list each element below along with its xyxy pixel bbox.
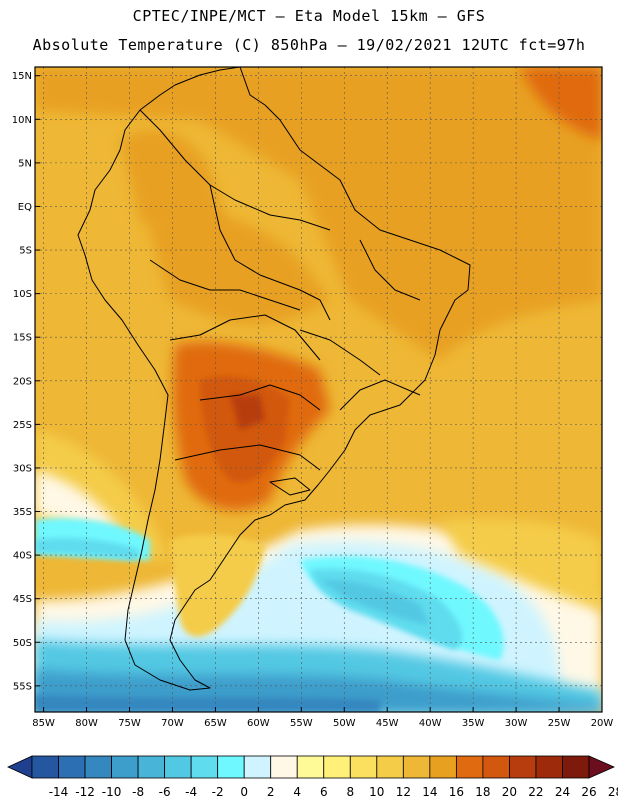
lon-tick-label: 20W: [591, 718, 614, 729]
latitude-axis: 15N 10N 5N EQ 5S 10S 15S 20S 25S 30S 35S 40S 45S 50S 5…: [12, 71, 40, 692]
colorbar-label: 6: [320, 785, 328, 799]
lon-tick-label: 50W: [333, 718, 356, 729]
colorbar-label: -2: [212, 785, 224, 799]
colorbar-swatch: [376, 755, 404, 779]
colorbar-swatch: [296, 755, 325, 779]
longitude-axis: 85W 80W 75W 70W 65W 60W 55W 50W 45W 40W 35W 30W 25W 2…: [32, 707, 613, 729]
temperature-field: [35, 67, 602, 712]
colorbar-label: 26: [581, 785, 596, 799]
colorbar-swatch: [164, 755, 192, 779]
colorbar-swatch: [84, 755, 112, 779]
lon-tick-label: 25W: [548, 718, 571, 729]
lat-tick-label: 25S: [13, 420, 32, 431]
lon-tick-label: 85W: [32, 718, 55, 729]
lat-tick-label: 45S: [13, 594, 32, 605]
colorbar-swatch: [111, 755, 139, 779]
lat-tick-label: EQ: [18, 202, 32, 213]
lat-tick-label: 20S: [13, 376, 32, 387]
lat-tick-label: 5S: [19, 246, 32, 257]
colorbar-swatch: [137, 755, 166, 779]
lon-tick-label: 30W: [505, 718, 528, 729]
lat-tick-label: 5N: [18, 158, 32, 169]
colorbar-label: 12: [396, 785, 411, 799]
colorbar: -14 -12 -10 -8 -6 -4 -2 0 2 4 6 8 10 12 14 16 18 20 22 24 26…: [7, 755, 618, 799]
colorbar-arrow-high: [588, 755, 615, 779]
lat-tick-label: 40S: [13, 551, 32, 562]
colorbar-label: -10: [102, 785, 122, 799]
lat-tick-label: 50S: [13, 638, 32, 649]
colorbar-label: 8: [346, 785, 354, 799]
lat-tick-label: 15S: [13, 333, 32, 344]
colorbar-label: 10: [369, 785, 384, 799]
colorbar-label: 18: [475, 785, 490, 799]
lon-tick-label: 70W: [161, 718, 184, 729]
lon-tick-label: 55W: [290, 718, 313, 729]
colorbar-label: 0: [240, 785, 248, 799]
colorbar-label: -12: [75, 785, 95, 799]
colorbar-label: -4: [185, 785, 197, 799]
chart-title: CPTEC/INPE/MCT – Eta Model 15km – GFS: [132, 7, 486, 25]
colorbar-swatch: [31, 755, 59, 779]
colorbar-label: 4: [293, 785, 301, 799]
lon-tick-label: 75W: [118, 718, 141, 729]
colorbar-arrow-low: [7, 755, 33, 779]
colorbar-label: -14: [49, 785, 69, 799]
colorbar-label: -8: [132, 785, 144, 799]
colorbar-swatch: [482, 755, 510, 779]
colorbar-swatch: [535, 755, 563, 779]
lon-tick-label: 65W: [204, 718, 227, 729]
colorbar-swatch: [190, 755, 219, 779]
colorbar-swatch: [58, 755, 86, 779]
colorbar-swatch: [455, 755, 484, 779]
colorbar-swatch: [509, 755, 537, 779]
colorbar-swatch: [349, 755, 378, 779]
colorbar-swatch: [217, 755, 245, 779]
lon-tick-label: 35W: [462, 718, 485, 729]
lat-tick-label: 30S: [13, 463, 32, 474]
coastline: [77, 67, 471, 691]
colorbar-label: 14: [422, 785, 437, 799]
colorbar-label: 20: [502, 785, 517, 799]
lat-tick-label: 15N: [12, 71, 32, 82]
lon-tick-label: 40W: [419, 718, 442, 729]
lon-tick-label: 45W: [376, 718, 399, 729]
colorbar-swatch: [562, 755, 590, 779]
colorbar-label: 2: [267, 785, 275, 799]
colorbar-swatch: [429, 755, 457, 779]
lat-tick-label: 10N: [12, 115, 32, 126]
colorbar-swatch: [270, 755, 298, 779]
map-frame: [34, 66, 603, 713]
lat-tick-label: 55S: [13, 681, 32, 692]
lat-tick-label: 35S: [13, 507, 32, 518]
colorbar-swatch: [402, 755, 431, 779]
colorbar-swatch: [323, 755, 351, 779]
colorbar-swatch: [243, 755, 272, 779]
colorbar-label: 28: [608, 785, 618, 799]
chart-subtitle: Absolute Temperature (C) 850hPa – 19/02/…: [32, 36, 586, 54]
colorbar-label: -6: [159, 785, 171, 799]
colorbar-label: 24: [555, 785, 570, 799]
colorbar-label: 16: [449, 785, 464, 799]
lon-tick-label: 80W: [75, 718, 98, 729]
lon-tick-label: 60W: [247, 718, 270, 729]
lat-tick-label: 10S: [13, 289, 32, 300]
colorbar-label: 22: [528, 785, 543, 799]
